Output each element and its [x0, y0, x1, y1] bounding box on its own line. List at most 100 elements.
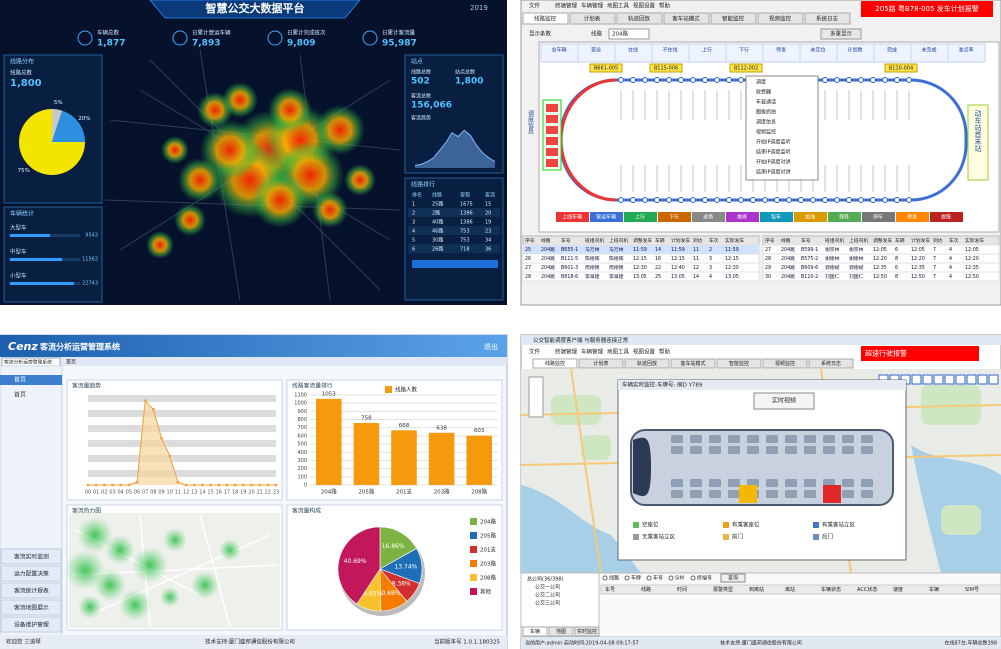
map-tool[interactable] — [933, 374, 944, 385]
menu-option[interactable]: 收费器 — [756, 89, 771, 96]
nav-button[interactable] — [0, 599, 62, 616]
nav-item[interactable]: 设备维护管理 — [14, 621, 49, 629]
menu-item[interactable]: 地图工具 — [607, 2, 630, 10]
tab[interactable] — [532, 358, 578, 369]
tab[interactable] — [522, 626, 548, 637]
menu-option[interactable]: 开始IP调度监听 — [756, 139, 791, 146]
map-tool[interactable] — [944, 374, 955, 385]
menu-item[interactable]: 终端管理 — [555, 348, 578, 356]
radio-label[interactable]: 终端号 — [697, 575, 712, 582]
button-label[interactable]: 实时视频 — [772, 397, 796, 405]
tab[interactable] — [710, 12, 757, 25]
tab-label[interactable]: 客流分析运营管理系统 — [4, 359, 52, 366]
menu-option[interactable]: 视频监控 — [756, 129, 776, 136]
nav-button[interactable] — [0, 616, 62, 633]
menu-option[interactable]: 车载通话 — [756, 99, 776, 106]
map-tool[interactable] — [955, 374, 966, 385]
menu-item[interactable]: 终端管理 — [555, 2, 578, 10]
tab-label[interactable]: 实时监控 — [577, 628, 597, 635]
nav-item[interactable]: 客流实时监测 — [14, 553, 49, 561]
nav-item[interactable]: 客流统计报表 — [14, 587, 49, 595]
map-tool[interactable] — [922, 374, 933, 385]
menu-option[interactable]: 结束IP调度监听 — [756, 149, 791, 156]
menu-item[interactable]: 视图设置 — [633, 348, 656, 356]
map-tool[interactable] — [977, 374, 988, 385]
menu-item[interactable]: 帮助 — [659, 348, 671, 356]
tab[interactable] — [569, 12, 616, 25]
menu-item[interactable]: 车辆管理 — [581, 2, 604, 10]
tab-label[interactable]: 线路监控 — [534, 15, 557, 23]
nav-item[interactable]: 首页 — [14, 376, 26, 384]
button-label[interactable]: 查询 — [728, 575, 738, 582]
button[interactable] — [753, 392, 815, 410]
nav-item[interactable]: 客流地图展示 — [14, 604, 49, 612]
nav-button[interactable] — [0, 565, 62, 582]
tab-label[interactable]: 线路监控 — [545, 360, 565, 367]
radio[interactable] — [624, 575, 630, 581]
tree-item[interactable]: 公交三公司 — [535, 600, 560, 607]
tab[interactable] — [670, 358, 716, 369]
tree-item[interactable]: 总公司(36/398) — [527, 576, 564, 583]
tab[interactable] — [716, 358, 762, 369]
menu-item[interactable]: 文件 — [529, 348, 541, 356]
menu-option[interactable]: 调度 — [756, 79, 766, 86]
menu-item[interactable]: 帮助 — [659, 2, 671, 10]
tab-label[interactable]: 计划表 — [584, 15, 601, 23]
tab[interactable] — [762, 358, 808, 369]
nav-item[interactable]: 运力配置决策 — [14, 570, 49, 578]
menu-option[interactable]: 调度信息 — [756, 119, 776, 126]
map-tool[interactable] — [988, 374, 999, 385]
nav-button[interactable] — [0, 548, 62, 565]
tab-label[interactable]: 视频监控 — [775, 360, 795, 367]
tab-label[interactable]: 轨迹回放 — [637, 360, 657, 367]
tab-label[interactable]: 计划表 — [593, 360, 608, 367]
tab[interactable] — [808, 358, 854, 369]
radio-label[interactable]: 车号 — [653, 575, 663, 582]
zoom-control[interactable] — [528, 376, 544, 418]
nav-button[interactable] — [0, 582, 62, 599]
radio[interactable] — [690, 575, 696, 581]
tab[interactable] — [804, 12, 851, 25]
menu-item[interactable]: 视图设置 — [633, 2, 656, 10]
button[interactable] — [720, 573, 746, 583]
tab[interactable] — [522, 12, 569, 25]
radio-label[interactable]: 车牌 — [631, 575, 641, 582]
button-label[interactable]: 多重显示 — [830, 30, 853, 38]
radio[interactable] — [668, 575, 674, 581]
tab[interactable] — [616, 12, 663, 25]
tab-label[interactable]: 地图 — [556, 628, 566, 635]
radio[interactable] — [602, 575, 608, 581]
menu-option[interactable]: 图像抓拍 — [756, 109, 776, 116]
menu-option[interactable]: 开始IP调度对讲 — [756, 159, 791, 166]
route-select[interactable] — [608, 28, 650, 40]
tab[interactable] — [574, 626, 600, 637]
tab[interactable] — [624, 358, 670, 369]
tab-label[interactable]: 客车站模式 — [672, 15, 700, 23]
tab-label[interactable]: 智能监控 — [722, 15, 745, 23]
map-tool[interactable] — [966, 374, 977, 385]
menu-item[interactable]: 车辆管理 — [581, 348, 604, 356]
menu-item[interactable]: 地图工具 — [607, 348, 630, 356]
tab-label[interactable]: 轨迹回放 — [628, 15, 651, 23]
tab[interactable] — [757, 12, 804, 25]
menu-item[interactable]: 文件 — [529, 2, 541, 10]
radio-label[interactable]: SIM — [675, 576, 684, 582]
tree-item[interactable]: 公交一公司 — [535, 584, 560, 591]
tab-label[interactable]: 首页 — [66, 359, 76, 366]
tab-label[interactable]: 车辆 — [530, 628, 540, 635]
tab-label[interactable]: 系统日志 — [816, 15, 839, 23]
radio[interactable] — [646, 575, 652, 581]
radio-label[interactable]: 线路 — [609, 575, 619, 582]
tree-item[interactable]: 公交二公司 — [535, 592, 560, 599]
tab-label[interactable]: 智能监控 — [729, 360, 749, 367]
route-value[interactable]: 204路 — [612, 30, 628, 38]
tab[interactable] — [663, 12, 710, 25]
logout[interactable]: 退出 — [484, 342, 498, 351]
tab-label[interactable]: 系统日志 — [821, 360, 841, 367]
map-tool[interactable] — [911, 374, 922, 385]
nav-item[interactable]: 首页 — [14, 391, 26, 399]
button[interactable] — [820, 28, 862, 40]
tab[interactable] — [578, 358, 624, 369]
tab-label[interactable]: 视频监控 — [769, 15, 792, 23]
menu-option[interactable]: 结束IP调度对讲 — [756, 169, 791, 176]
